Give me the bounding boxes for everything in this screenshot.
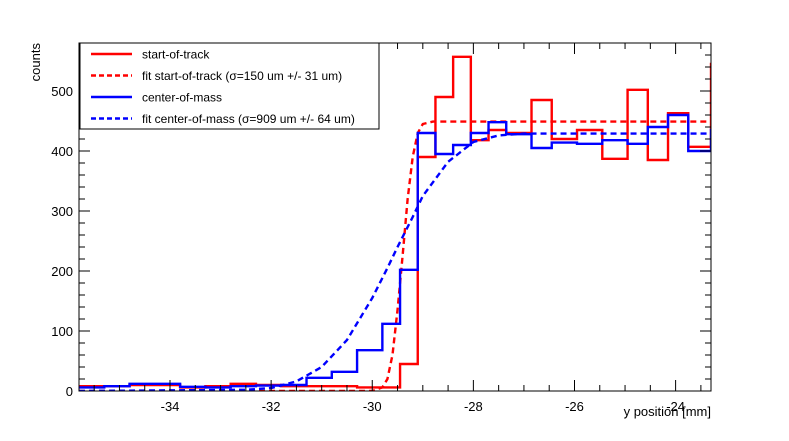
legend-label-1: fit start-of-track (σ=150 um +/- 31 um) <box>142 69 342 83</box>
series-1-line <box>79 120 711 391</box>
plot-frame <box>78 42 712 392</box>
legend-label-2: center-of-mass <box>142 91 222 105</box>
series-2-line <box>79 113 711 389</box>
plot-area <box>79 55 711 391</box>
x-tick-label: -32 <box>262 399 281 414</box>
x-axis-label: y position [mm] <box>624 404 711 419</box>
legend-label-0: start-of-track <box>142 48 210 62</box>
x-tick-label: -26 <box>565 399 584 414</box>
y-tick-label: 400 <box>51 144 73 159</box>
y-tick-label: 300 <box>51 204 73 219</box>
legend: start-of-track fit start-of-track (σ=150 … <box>79 42 380 130</box>
series-3-line <box>79 132 711 391</box>
x-tick-label: -24 <box>666 399 685 414</box>
y-tick-label: 500 <box>51 84 73 99</box>
x-tick-label: -28 <box>464 399 483 414</box>
legend-box <box>79 42 380 130</box>
x-tick-label: -34 <box>161 399 180 414</box>
legend-label-3: fit center-of-mass (σ=909 um +/- 64 um) <box>142 112 355 126</box>
y-tick-label: 0 <box>66 384 73 399</box>
y-tick-label: 200 <box>51 264 73 279</box>
y-tick-label: 100 <box>51 324 73 339</box>
y-axis-label: counts <box>28 43 43 82</box>
x-tick-label: -30 <box>363 399 382 414</box>
